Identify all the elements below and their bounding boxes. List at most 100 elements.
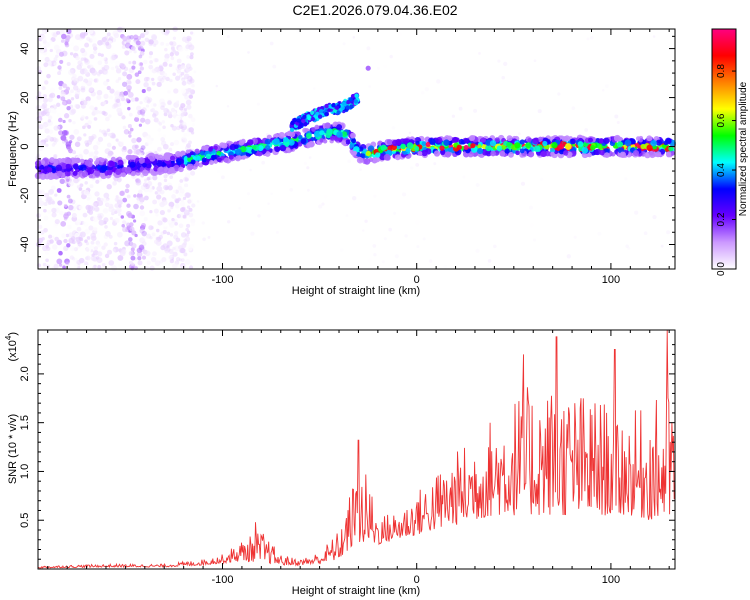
heatmap-cell — [54, 221, 59, 226]
heatmap-cell — [59, 59, 64, 64]
heatmap-cell — [79, 231, 86, 238]
heatmap-cell — [64, 41, 69, 46]
heatmap-cell — [176, 213, 182, 219]
heatmap-cell — [164, 47, 168, 52]
heatmap-cell — [186, 79, 193, 85]
heatmap-cell — [190, 222, 195, 227]
heatmap-cell — [91, 235, 97, 241]
heatmap-cell — [177, 63, 182, 69]
heatmap-cell — [443, 139, 450, 146]
heatmap-cell — [241, 134, 245, 138]
heatmap-cell — [56, 188, 62, 193]
heatmap-cell — [52, 244, 58, 250]
heatmap-cell — [105, 201, 111, 207]
heatmap-cell — [129, 161, 136, 168]
heatmap-cell — [180, 88, 187, 94]
heatmap-cell — [114, 210, 118, 214]
heatmap-cell — [408, 131, 412, 135]
heatmap-cell — [53, 141, 57, 145]
heatmap-cell — [216, 157, 222, 163]
heatmap-cell — [175, 100, 180, 104]
heatmap-cell — [191, 83, 195, 88]
heatmap-cell — [221, 142, 228, 149]
heatmap-cell — [519, 148, 525, 154]
heatmap-cell — [170, 142, 174, 147]
heatmap-cell — [143, 82, 149, 88]
heatmap-cell — [356, 156, 364, 164]
heatmap-cell — [172, 111, 177, 116]
heatmap-cell — [146, 86, 152, 92]
heatmap-cell — [429, 138, 436, 146]
heatmap-cell — [160, 105, 165, 111]
heatmap-cell — [127, 89, 131, 93]
heatmap-cell — [352, 150, 358, 156]
heatmap-cell — [57, 71, 62, 76]
heatmap-cell — [157, 182, 162, 187]
heatmap-cell — [604, 152, 610, 158]
heatmap-marks — [34, 26, 676, 272]
heatmap-cell — [137, 45, 144, 52]
heatmap-cell — [306, 133, 312, 139]
heatmap-cell — [179, 120, 184, 125]
heatmap-cell — [137, 110, 143, 116]
heatmap-cell — [365, 150, 371, 157]
heatmap-cell — [148, 155, 154, 161]
heatmap-cell — [62, 265, 66, 270]
heatmap-cell — [501, 145, 507, 150]
heatmap-cell — [624, 139, 632, 147]
heatmap-cell — [143, 217, 148, 222]
heatmap-cell — [104, 60, 109, 65]
heatmap-cell — [162, 72, 168, 78]
heatmap-cell — [53, 44, 60, 51]
heatmap-cell — [36, 66, 42, 71]
heatmap-cell — [133, 34, 139, 40]
spectrogram-frame — [37, 28, 676, 270]
heatmap-cell — [117, 76, 122, 81]
heatmap-cell — [174, 51, 180, 56]
y-tick-label: 1.5 — [19, 415, 31, 430]
heatmap-cell — [256, 102, 260, 106]
heatmap-cell — [159, 78, 165, 83]
heatmap-cell — [652, 215, 657, 220]
heatmap-cell — [153, 103, 157, 107]
heatmap-cell — [51, 212, 57, 218]
heatmap-cell — [402, 138, 409, 145]
heatmap-cell — [154, 58, 159, 63]
heatmap-cell — [49, 189, 54, 194]
heatmap-cell — [410, 166, 414, 170]
heatmap-cell — [185, 227, 189, 232]
heatmap-cell — [83, 261, 88, 266]
heatmap-cell — [359, 168, 362, 171]
heatmap-cell — [226, 35, 230, 39]
heatmap-cell — [85, 204, 91, 211]
heatmap-cell — [95, 179, 100, 184]
heatmap-cell — [154, 260, 161, 266]
heatmap-cell — [264, 144, 271, 151]
heatmap-cell — [175, 151, 182, 158]
heatmap-cell — [314, 124, 320, 130]
heatmap-cell — [113, 102, 119, 109]
heatmap-cell — [134, 72, 140, 77]
heatmap-cell — [77, 60, 83, 66]
heatmap-cell — [180, 258, 185, 262]
heatmap-cell — [138, 157, 146, 164]
heatmap-cell — [299, 123, 304, 128]
heatmap-cell — [446, 135, 453, 142]
heatmap-cell — [180, 232, 187, 238]
heatmap-cell — [158, 103, 163, 108]
heatmap-cell — [376, 66, 380, 70]
heatmap-cell — [278, 132, 286, 139]
heatmap-cell — [40, 230, 45, 235]
heatmap-cell — [274, 146, 281, 153]
heatmap-cell — [151, 81, 156, 86]
heatmap-cell — [166, 231, 171, 236]
heatmap-cell — [115, 138, 119, 142]
heatmap-cell — [119, 190, 125, 196]
heatmap-cell — [84, 58, 89, 63]
heatmap-cell — [89, 206, 96, 212]
heatmap-cell — [43, 45, 47, 50]
heatmap-cell — [123, 90, 129, 96]
heatmap-cell — [49, 92, 56, 99]
heatmap-cell — [269, 41, 274, 46]
heatmap-cell — [139, 109, 146, 115]
